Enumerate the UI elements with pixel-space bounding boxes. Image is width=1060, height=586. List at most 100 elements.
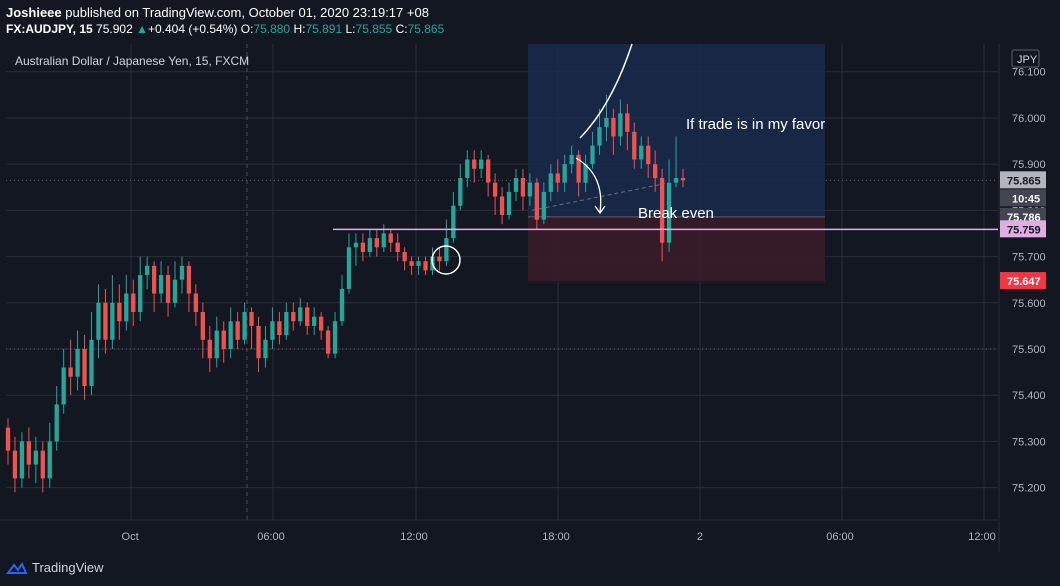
candle-body — [89, 339, 94, 386]
time-tick-label: Oct — [122, 531, 139, 543]
time-tick-label: 2 — [697, 531, 703, 543]
entry-price-badge[interactable] — [1000, 220, 1046, 238]
price-tick-label: 75.700 — [1012, 252, 1046, 264]
candle-body — [332, 321, 338, 354]
highlight-circle[interactable] — [431, 245, 461, 275]
candle-body — [200, 312, 206, 340]
close-label: C: — [395, 22, 408, 36]
candle-body — [437, 256, 442, 262]
published-text: published on TradingView.com, October 01… — [61, 5, 429, 20]
candle-body — [381, 233, 386, 248]
candles — [5, 94, 686, 493]
long-position-tool[interactable] — [528, 44, 825, 283]
candle-body — [61, 367, 66, 405]
candle-body — [131, 293, 136, 313]
candle-body — [270, 321, 275, 340]
candle-body — [291, 312, 296, 322]
price-tick-label: 76.000 — [1012, 113, 1046, 125]
open-value: 75.880 — [253, 22, 291, 36]
candle-body — [12, 450, 18, 479]
candle-body — [5, 427, 11, 451]
last-price-badge-text: 75.865 — [1007, 175, 1041, 187]
candle-body — [625, 113, 630, 132]
price-tick-label: 75.300 — [1012, 436, 1046, 448]
candle-body — [402, 251, 407, 262]
candle-body — [388, 233, 393, 243]
candle-body — [75, 349, 80, 377]
low-value: 75.855 — [355, 22, 393, 36]
ohlc-legend: FX:AUDJPY, 15 75.902 ▲+0.404 (+0.54%) O:… — [6, 22, 444, 36]
candle-body — [492, 182, 498, 197]
axes: Australian Dollar / Japanese Yen, 15, FX… — [0, 44, 1046, 552]
candle-body — [465, 159, 470, 179]
candle-body — [576, 154, 581, 183]
countdown-badge[interactable] — [1000, 189, 1046, 207]
candle-body — [33, 450, 38, 465]
chart-title: Australian Dollar / Japanese Yen, 15, FX… — [15, 54, 249, 68]
last-price-badge[interactable] — [1000, 171, 1046, 189]
candle-body — [666, 182, 672, 243]
time-tick-label: 18:00 — [542, 531, 570, 543]
candle-body — [653, 164, 658, 179]
target-zone[interactable] — [528, 44, 825, 217]
candle-body — [444, 238, 449, 262]
currency-badge[interactable] — [1011, 49, 1040, 68]
candle-body — [618, 113, 623, 137]
candle-body — [207, 339, 212, 359]
candle-body — [659, 178, 665, 243]
publish-info: Joshieee published on TradingView.com, O… — [6, 5, 429, 20]
drawings[interactable]: If trade is in my favor Break even — [333, 43, 998, 275]
author-name[interactable]: Joshieee — [6, 5, 62, 20]
candle-body — [158, 275, 164, 294]
symbol-label[interactable]: FX:AUDJPY, 15 — [6, 22, 93, 36]
candle-body — [124, 293, 129, 322]
candle-body — [346, 247, 352, 289]
candle-body — [520, 178, 526, 197]
candle-body — [186, 265, 192, 294]
price-tick-label: 75.400 — [1012, 390, 1046, 402]
projection-curve[interactable] — [579, 43, 633, 139]
candle-body — [479, 159, 484, 169]
time-tick-label: 06:00 — [826, 531, 854, 543]
candle-body — [590, 145, 595, 165]
candle-body — [103, 302, 108, 340]
candle-body — [541, 191, 546, 220]
stop-price-badge-text: 75.647 — [1007, 276, 1041, 288]
time-tick-label: 12:00 — [968, 531, 996, 543]
candle-body — [82, 349, 87, 386]
candle-body — [548, 173, 553, 192]
price-tick-label: 75.200 — [1012, 483, 1046, 495]
tradingview-logo[interactable]: TradingView — [6, 560, 104, 575]
arrow-head-icon — [594, 205, 606, 215]
candle-body — [305, 307, 310, 326]
candle-body — [26, 441, 32, 465]
open-label: O: — [240, 22, 254, 36]
candle-body — [228, 321, 233, 350]
price-tick-label: 75.900 — [1012, 159, 1046, 171]
candle-body — [506, 191, 512, 215]
price-tick-label: 76.100 — [1012, 67, 1046, 79]
candle-body — [145, 265, 150, 276]
annotation-break-even[interactable]: Break even — [638, 205, 714, 222]
candle-body — [172, 279, 178, 303]
candle-body — [611, 117, 616, 137]
candle-body — [256, 325, 261, 359]
stop-price-badge[interactable] — [1000, 272, 1046, 290]
time-tick-label: 06:00 — [257, 531, 285, 543]
candle-body — [318, 316, 324, 331]
candle-body — [562, 164, 567, 183]
candle-body — [499, 196, 505, 215]
candle-body — [263, 339, 268, 359]
candle-body — [555, 173, 560, 183]
candle-body — [632, 131, 637, 160]
candle-body — [235, 321, 240, 340]
candle-body — [242, 312, 247, 340]
candle-body — [646, 145, 651, 165]
annotation-favor[interactable]: If trade is in my favor — [686, 116, 825, 133]
chart-header: Joshieee published on TradingView.com, O… — [0, 0, 1060, 40]
pullback-arrow[interactable] — [575, 157, 602, 213]
candle-body — [680, 178, 686, 181]
candle-body — [40, 450, 45, 479]
stop-zone[interactable] — [528, 216, 825, 282]
